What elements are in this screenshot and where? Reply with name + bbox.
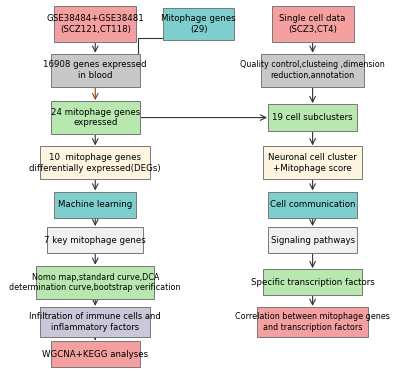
Text: 7 key mitophage genes: 7 key mitophage genes [44,236,146,245]
Text: Nomo map,standard curve,DCA
determination curve,bootstrap verification: Nomo map,standard curve,DCA determinatio… [10,273,181,292]
Text: 16908 genes expressed
in blood: 16908 genes expressed in blood [44,61,147,80]
FancyBboxPatch shape [261,54,364,87]
FancyBboxPatch shape [263,269,362,295]
FancyBboxPatch shape [163,8,234,40]
Text: Quality control,clusteing ,dimension
reduction,annotation: Quality control,clusteing ,dimension red… [240,61,385,80]
FancyBboxPatch shape [272,6,354,42]
Text: 19 cell subclusters: 19 cell subclusters [272,113,353,122]
FancyBboxPatch shape [268,104,357,131]
FancyBboxPatch shape [54,6,136,42]
Text: GSE38484+GSE38481
(SCZ121,CT118): GSE38484+GSE38481 (SCZ121,CT118) [46,14,144,33]
FancyBboxPatch shape [51,101,140,134]
Text: Signaling pathways: Signaling pathways [270,236,355,245]
Text: Neuronal cell cluster
+Mitophage score: Neuronal cell cluster +Mitophage score [268,153,357,173]
Text: Single cell data
(SCZ3,CT4): Single cell data (SCZ3,CT4) [280,14,346,33]
FancyBboxPatch shape [40,147,150,179]
FancyBboxPatch shape [51,54,140,87]
Text: Mitophage genes
(29): Mitophage genes (29) [161,14,236,33]
FancyBboxPatch shape [268,227,357,253]
FancyBboxPatch shape [263,147,362,179]
Text: Infiltration of immune cells and
inflammatory factors: Infiltration of immune cells and inflamm… [29,312,161,332]
FancyBboxPatch shape [54,192,136,218]
Text: Cell communication: Cell communication [270,200,355,209]
Text: Machine learning: Machine learning [58,200,132,209]
FancyBboxPatch shape [40,307,150,337]
FancyBboxPatch shape [47,227,143,253]
FancyBboxPatch shape [36,266,154,299]
Text: Specific transcription factors: Specific transcription factors [251,278,374,287]
Text: 10  mitophage genes
differentially expressed(DEGs): 10 mitophage genes differentially expres… [30,153,161,173]
Text: Correlation between mitophage genes
and transcription factors: Correlation between mitophage genes and … [235,312,390,332]
Text: 24 mitophage genes
expressed: 24 mitophage genes expressed [51,108,140,127]
FancyBboxPatch shape [51,341,140,367]
FancyBboxPatch shape [257,307,368,337]
FancyBboxPatch shape [268,192,357,218]
Text: WGCNA+KEGG analyses: WGCNA+KEGG analyses [42,350,148,359]
